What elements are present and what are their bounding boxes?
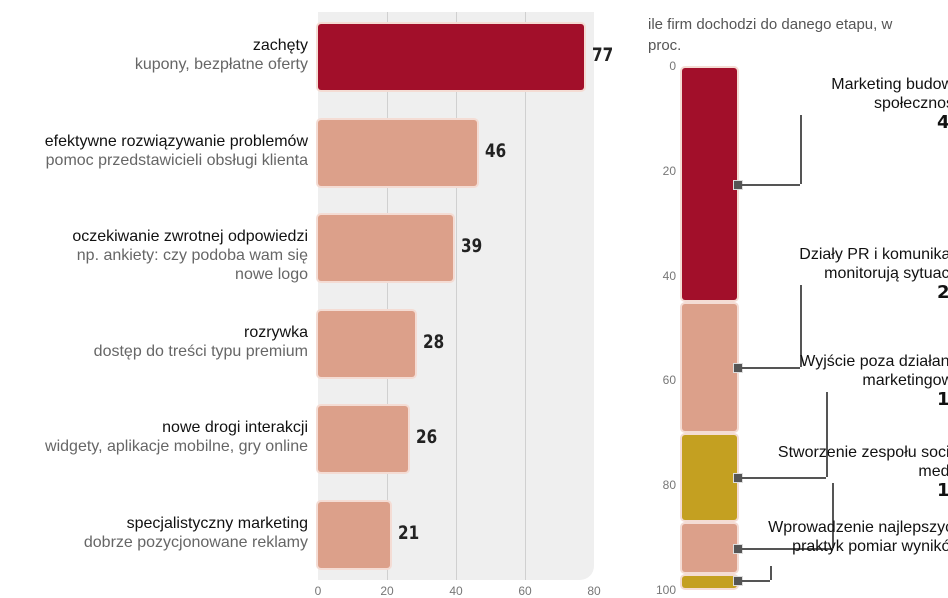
x-tick-label: 40 [449,584,463,598]
category-label: rozrywka dostęp do treści typu premium [0,323,308,361]
gridline [387,12,388,580]
x-tick-label: 0 [314,584,322,598]
y-tick-label: 100 [655,583,676,597]
category-label: specjalistyczny marketing dobrze pozycjon… [0,514,308,552]
bar [318,24,584,90]
segment-name: Wyjście poza działania marketingowe [800,353,948,389]
segment-label: Wprowadzenie najlepszych praktyk pomiar … [762,518,948,575]
right-chart-subtitle: ile firm dochodzi do danego etapu, w pro… [648,16,893,54]
segment-value: 17 [936,389,948,410]
segment-label: Działy PR i komunikacj monitorują sytuac… [762,245,948,302]
connector-line [742,477,826,480]
bar [318,502,391,568]
segment-label: Stworzenie zespołu social media10 [762,443,948,500]
segment-name: Działy PR i komunikacj monitorują sytuac… [799,246,948,282]
connector-line [832,483,834,549]
bar-value-label: 46 [484,139,506,162]
connector-line [800,115,802,184]
connector-line [742,580,770,583]
connector-line [742,367,800,370]
x-tick-label: 80 [587,584,601,598]
category-title: nowe drogi interakcji [162,419,308,437]
segment-value: 25 [936,282,948,303]
bar [318,215,453,282]
category-subtitle: widgety, aplikacje mobilne, gry online [45,438,308,456]
bar-value-label: 39 [460,235,482,258]
bar-value-label: 21 [398,522,420,544]
segment-value: 3 [762,556,948,575]
category-subtitle: pomoc przedstawicieli obsługi klienta [45,151,308,169]
stack-segment [682,68,737,300]
stack-segment [682,434,737,520]
bar [318,406,408,473]
category-label: oczekiwanie zwrotnej odpowiedzi np. ankie… [0,227,308,284]
bar [318,119,477,186]
x-tick-label: 60 [518,584,532,598]
category-subtitle: dobrze pozycjonowane reklamy [83,534,308,551]
category-label: zachęty kupony, bezpłatne oferty [0,36,308,74]
segment-label: Wyjście poza działania marketingowe17 [762,352,948,409]
segment-label: Marketing budowa społecznośc45 [762,75,948,132]
y-tick-label: 0 [669,59,676,73]
segment-name: Marketing budowa społecznośc [831,76,948,112]
segment-value: 45 [936,112,948,133]
connector-line [742,183,800,186]
stack-segment [682,576,737,588]
segment-name: Wprowadzenie najlepszych praktyk pomiar … [768,519,948,555]
y-tick-label: 80 [662,478,676,493]
y-tick-label: 20 [662,163,676,178]
stack-segment [682,523,737,573]
segment-name: Stworzenie zespołu social media [777,444,948,480]
bar-value-label: 26 [415,426,437,449]
bar-value-label: 28 [422,330,444,353]
category-subtitle: dostęp do treści typu premium [93,342,308,360]
gridline [525,12,526,580]
category-title: rozrywka [243,323,308,341]
bar-value-label: 77 [591,44,613,66]
category-title: specjalistyczny marketing [126,515,308,532]
x-tick-label: 20 [380,584,394,598]
connector-line [770,566,772,581]
gridline [456,12,457,580]
category-label: nowe drogi interakcji widgety, aplikacje … [0,418,308,456]
y-tick-label: 40 [662,268,676,283]
stack-segment [682,303,737,431]
segment-value: 10 [936,480,948,501]
category-title: zachęty [252,37,308,54]
y-tick-label: 60 [662,373,676,388]
category-title: oczekiwanie zwrotnej odpowiedzi [72,228,308,246]
connector-line [800,285,802,368]
category-title: efektywne rozwiązywanie problemów [44,132,308,150]
category-subtitle: kupony, bezpłatne oferty [134,56,308,73]
connector-line [826,392,828,478]
category-subtitle: np. ankiety: czy podoba wam się nowe log… [76,247,308,284]
category-label: efektywne rozwiązywanie problemów pomoc p… [0,132,308,170]
connector-line [742,548,832,551]
bar [318,310,415,377]
